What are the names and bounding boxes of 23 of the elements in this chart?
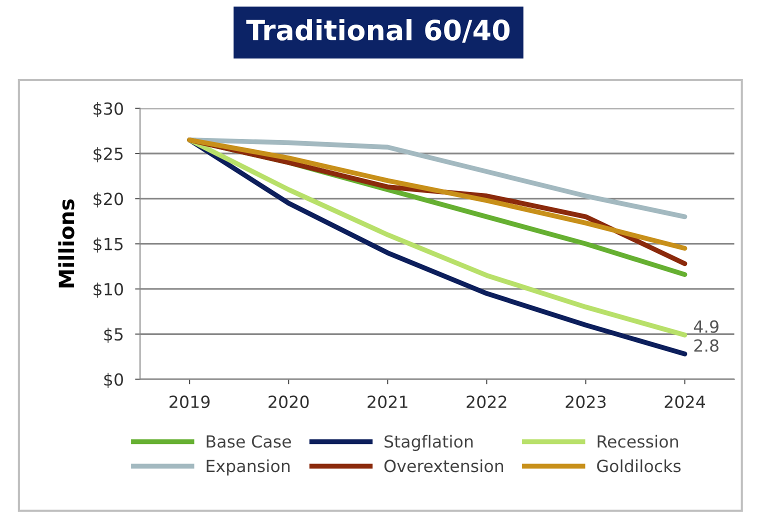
legend-label: Expansion: [206, 459, 290, 476]
x-tick-label: 2023: [566, 396, 606, 408]
x-tick-label: 2020: [268, 396, 309, 408]
y-tick-label: $20: [94, 192, 123, 208]
annotation: 2.8: [694, 339, 718, 352]
legend-label: Goldilocks: [597, 459, 681, 472]
chart-title: Traditional 60/40: [246, 19, 510, 43]
x-tick-label: 2022: [466, 396, 506, 408]
y-tick-label: $5: [104, 328, 123, 343]
y-tick-label: $30: [94, 102, 123, 118]
legend-label: Base Case: [206, 435, 291, 448]
annotation: 4.9: [694, 320, 718, 333]
y-tick-label: $25: [94, 147, 123, 162]
y-tick-label: $10: [94, 282, 123, 298]
y-axis-title: Millions: [58, 199, 74, 288]
legend-label: Stagflation: [384, 434, 473, 452]
legend-label: Recession: [598, 434, 678, 448]
x-tick-label: 2021: [368, 396, 408, 408]
y-tick-label: $0: [104, 372, 123, 388]
legend-label: Overextension: [384, 459, 504, 472]
x-tick-label: 2024: [664, 396, 706, 408]
y-tick-label: $15: [94, 237, 123, 253]
x-tick-label: 2019: [170, 396, 210, 408]
